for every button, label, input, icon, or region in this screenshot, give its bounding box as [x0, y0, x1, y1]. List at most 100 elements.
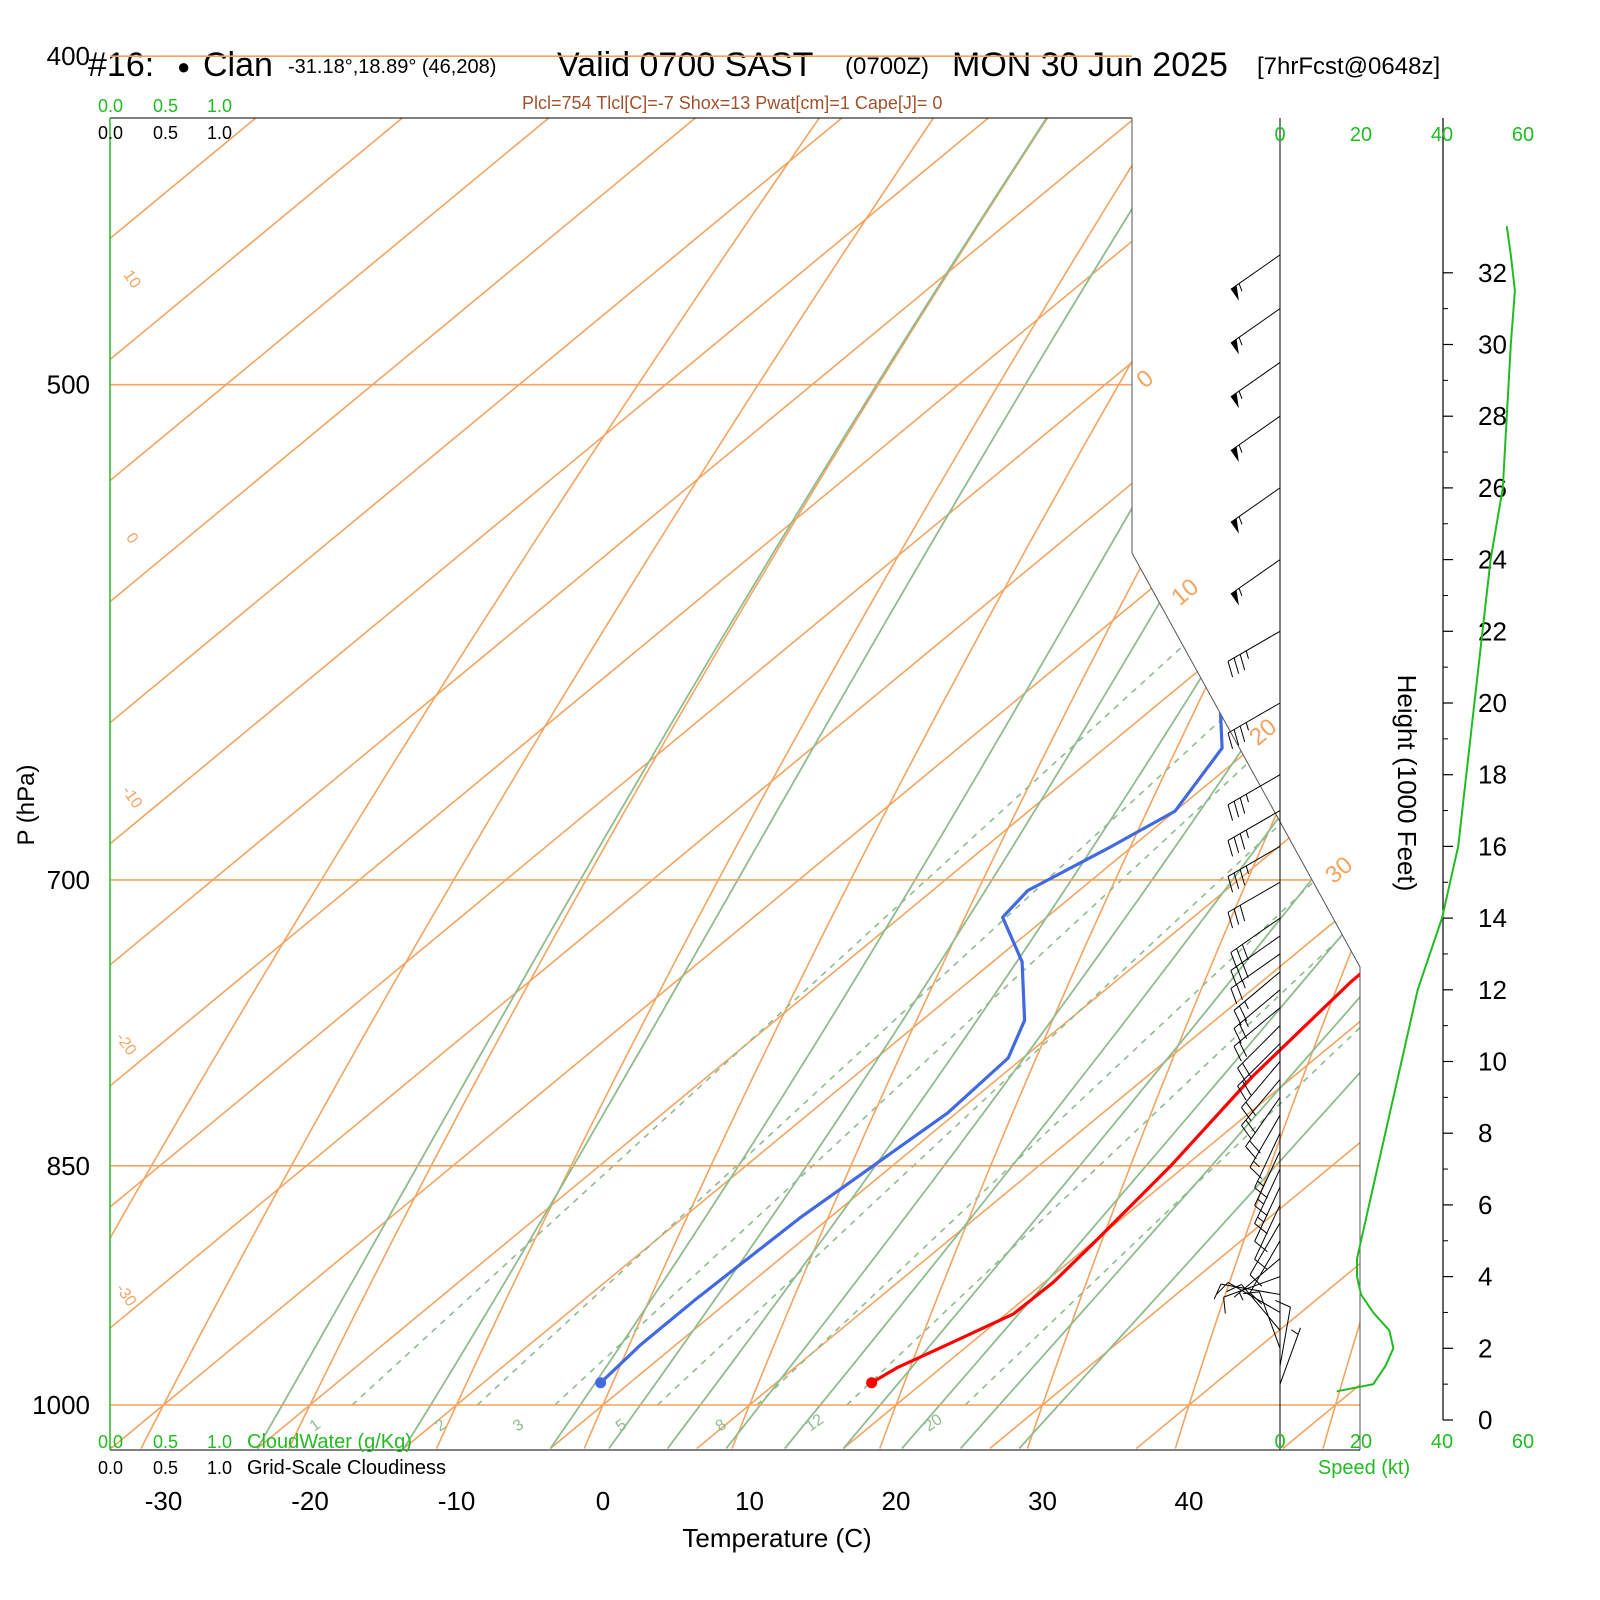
wind-barb-feather — [1242, 1062, 1252, 1078]
isotherm-line — [110, 118, 1360, 1450]
dry-adiabat-line — [879, 118, 1360, 1449]
wind-barb — [1254, 1168, 1281, 1235]
wind-barb-pennant — [1230, 446, 1239, 463]
wind-barb-feather — [1249, 1140, 1261, 1154]
wind-barb-half-feather — [1253, 1160, 1260, 1168]
wind-barb — [1241, 1061, 1281, 1122]
wind-barb-half-feather — [1257, 1198, 1265, 1205]
mixing-ratio-label: 12 — [803, 1411, 827, 1435]
moist-adiabat-line — [842, 118, 1360, 1450]
wind-barb-feather — [1227, 661, 1234, 678]
speed-tick-bottom: 60 — [1512, 1431, 1534, 1453]
dry-adiabat-line — [731, 118, 1360, 1449]
isotherm-line — [110, 118, 1360, 1450]
wind-barb-half-feather — [1238, 516, 1243, 525]
wind-barb-feather — [1254, 1187, 1268, 1199]
temperature-tick-label: -30 — [145, 1486, 183, 1516]
valid-zulu: (0700Z) — [845, 53, 930, 80]
skew-label: -20 — [112, 1030, 139, 1059]
temperature-axis-title: Temperature (C) — [682, 1523, 871, 1553]
wind-barb-pennant — [1230, 589, 1239, 606]
wind-barb-feather — [1223, 1297, 1226, 1314]
wind-barb-staff — [1279, 1327, 1301, 1385]
wind-barb-feather — [1239, 833, 1246, 850]
height-tick-label: 30 — [1478, 330, 1507, 360]
isotherm-line — [110, 118, 1360, 1450]
wind-barb — [1216, 1282, 1281, 1313]
wind-barb-pennant — [1230, 339, 1239, 355]
valid-time: Valid 0700 SAST — [557, 46, 814, 84]
wind-barb-half-feather — [1245, 722, 1249, 731]
moist-adiabat-line — [256, 118, 1360, 1449]
temperature-profile-surface-dot — [866, 1377, 878, 1389]
isotherm-line — [110, 118, 1360, 1450]
skew-label: 20 — [1244, 713, 1282, 751]
temperature-tick-label: -10 — [438, 1486, 476, 1516]
wind-barb-feather — [1242, 1080, 1252, 1096]
wind-barb-feather — [1254, 1240, 1268, 1253]
wind-barb-feather — [1241, 1107, 1252, 1122]
skew-label: 10 — [1166, 573, 1204, 611]
height-tick-label: 12 — [1478, 975, 1507, 1005]
wind-barb — [1227, 881, 1281, 929]
pressure-axis-title: P (hPa) — [13, 765, 40, 846]
stability-indices: Plcl=754 Tlcl[C]=-7 Shox=13 Pwat[cm]=1 C… — [522, 93, 943, 113]
wind-barb — [1227, 630, 1281, 678]
moist-adiabat-line — [666, 118, 1360, 1450]
wind-barb — [1243, 1291, 1281, 1349]
pressure-tick-label: 850 — [47, 1151, 90, 1181]
moist-adiabat-line — [403, 118, 1360, 1449]
isotherm-line — [403, 118, 1360, 1450]
wind-barb-feather — [1233, 729, 1240, 746]
isotherm-line — [1429, 0, 1600, 1449]
wind-barb-feather — [1241, 944, 1249, 961]
wind-barb-feather — [1239, 905, 1246, 922]
wind-barb-feather — [1236, 966, 1243, 983]
skew-label: -30 — [112, 1281, 139, 1310]
wind-barb-feather — [1241, 962, 1249, 978]
moist-adiabat-line — [549, 118, 1360, 1450]
wind-barb — [1227, 774, 1281, 821]
wind-barb-staff — [1249, 1115, 1281, 1168]
axes: 2503004005007008501000P (hPa)-30-20-1001… — [13, 41, 1534, 1553]
wind-barb-feather — [1233, 801, 1240, 818]
wind-barb-staff — [1230, 487, 1281, 523]
right-boundary-line — [1131, 118, 1361, 1450]
wind-barbs — [1213, 254, 1301, 1385]
wind-barb-feather — [1254, 1223, 1268, 1235]
wind-barb-half-feather — [1238, 283, 1243, 292]
pressure-tick-label: 400 — [47, 41, 90, 71]
speed-tick-bottom: 0 — [1274, 1431, 1285, 1453]
dewpoint-profile-surface-dot — [595, 1377, 607, 1389]
wind-barb-staff — [1230, 953, 1281, 989]
wind-barb-staff — [1259, 1291, 1281, 1349]
wind-barb-staff — [1233, 1007, 1281, 1047]
isotherm-line — [110, 118, 1360, 1450]
wind-barb — [1223, 1276, 1281, 1314]
wind-barb-staff — [1237, 1025, 1281, 1069]
skew-label: 10 — [120, 267, 144, 291]
height-tick-label: 18 — [1478, 760, 1507, 790]
wind-barb — [1241, 1079, 1281, 1140]
wind-barb-staff — [1254, 1186, 1281, 1242]
wind-barb-staff — [1227, 1282, 1281, 1313]
isobar-lines — [110, 55, 1360, 1406]
wind-barb-feather — [1238, 1041, 1248, 1057]
dry-adiabat-line — [1026, 118, 1360, 1449]
speed-axis-title: Speed (kt) — [1318, 1457, 1410, 1479]
speed-tick-bottom: 20 — [1350, 1431, 1372, 1453]
wind-barb — [1233, 989, 1281, 1044]
height-axis-title: Height (1000 Feet) — [1392, 675, 1422, 892]
wind-barb-staff — [1241, 1061, 1281, 1108]
wind-barb-staff — [1227, 702, 1281, 734]
valid-date: MON 30 Jun 2025 — [952, 46, 1228, 84]
wind-barb-half-feather — [1257, 1180, 1265, 1187]
wind-barb-feather — [1254, 1205, 1268, 1217]
wind-barb-staff — [1279, 1307, 1291, 1367]
wind-barb — [1230, 935, 1281, 987]
wind-barb-feather — [1275, 1299, 1291, 1308]
mixing-ratio-line — [476, 118, 1360, 1406]
wind-barb-staff — [1227, 845, 1281, 877]
wind-barb-staff — [1249, 1240, 1281, 1293]
